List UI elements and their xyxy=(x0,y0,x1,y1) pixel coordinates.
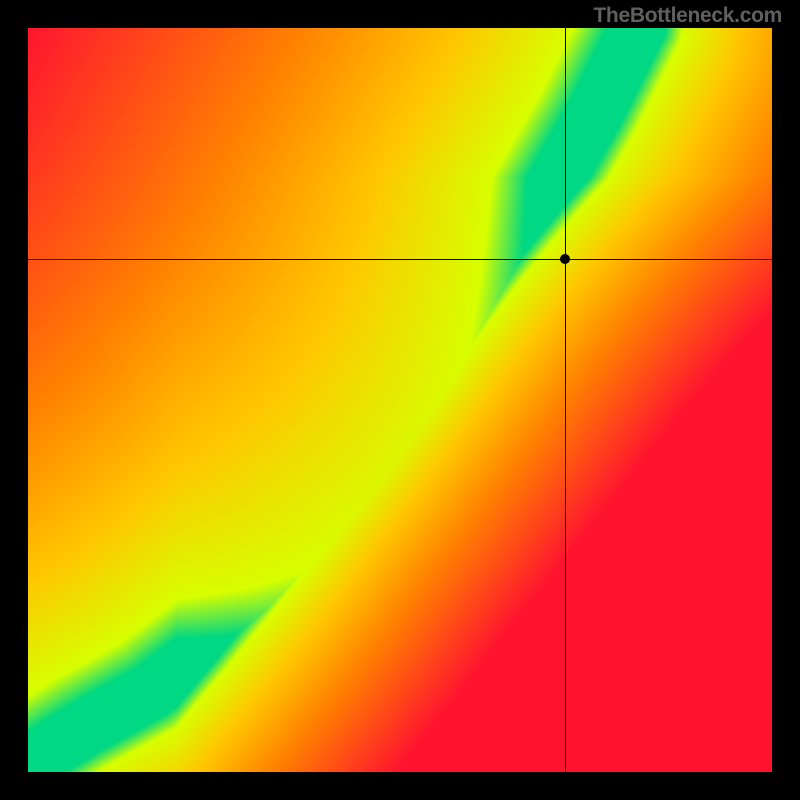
crosshair-horizontal xyxy=(28,259,772,260)
plot-area xyxy=(28,28,772,772)
chart-container: TheBottleneck.com xyxy=(0,0,800,800)
watermark-text: TheBottleneck.com xyxy=(593,4,782,28)
crosshair-vertical xyxy=(565,28,566,772)
heatmap-canvas xyxy=(28,28,772,772)
crosshair-marker xyxy=(560,254,570,264)
